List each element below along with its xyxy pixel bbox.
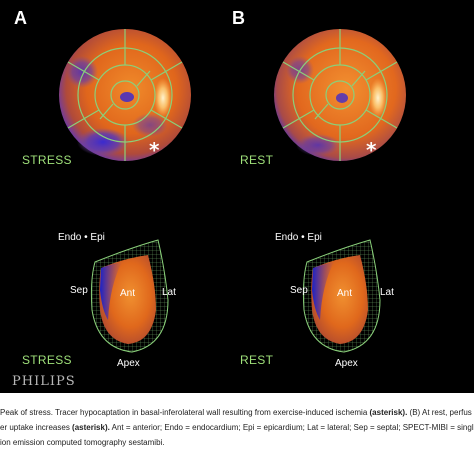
stress-asterisk: *: [149, 138, 160, 162]
caption-line-2: er uptake increases (asterisk). Ant = an…: [0, 420, 474, 435]
caption-line-3: ion emission computed tomography sestami…: [0, 438, 165, 447]
stress-endo-epi-label: Endo • Epi: [58, 232, 105, 243]
caption-line-1: Peak of stress. Tracer hypocaptation in …: [0, 405, 474, 420]
caption-line-1-bold: (asterisk).: [369, 408, 408, 417]
stress-ventricle: [90, 239, 169, 353]
rest-apex-label: Apex: [335, 358, 358, 369]
rest-sep-label: Sep: [290, 285, 308, 296]
bullseye-maps: [59, 29, 406, 161]
stress-map-label: STRESS: [22, 153, 72, 167]
ventricle-meshes: [90, 239, 381, 353]
rest-mesh-label: REST: [240, 353, 274, 367]
caption-line-2-bold: (asterisk).: [72, 423, 110, 432]
panel-b-letter: B: [232, 8, 245, 28]
vendor-logo: PHILIPS: [12, 374, 76, 389]
stress-segment-grid: [67, 29, 183, 161]
stress-mesh-label: STRESS: [22, 353, 72, 367]
caption-line-1-text-b: (B) At rest, perfus: [407, 408, 472, 417]
rest-endo-epi-label: Endo • Epi: [275, 232, 322, 243]
rest-map-label: REST: [240, 153, 274, 167]
figure-caption: Peak of stress. Tracer hypocaptation in …: [0, 405, 474, 474]
caption-line-1-text-a: Peak of stress. Tracer hypocaptation in …: [0, 408, 370, 417]
stress-bullseye: [59, 29, 191, 161]
rest-bullseye: [274, 29, 406, 161]
rest-lat-label: Lat: [380, 287, 394, 298]
caption-line-2-text-a: er uptake increases: [0, 423, 73, 432]
stress-sep-label: Sep: [70, 285, 88, 296]
stress-apex-label: Apex: [117, 358, 140, 369]
rest-ventricle: [302, 239, 381, 353]
spect-figure: A B: [0, 0, 474, 393]
caption-line-2-text-b: Ant = anterior; Endo = endocardium; Epi …: [109, 423, 474, 432]
rest-asterisk: *: [366, 138, 377, 162]
stress-ant-label: Ant: [120, 288, 136, 299]
rest-segment-grid: [282, 29, 398, 161]
panel-a-letter: A: [14, 8, 27, 28]
rest-ant-label: Ant: [337, 288, 353, 299]
stress-lat-label: Lat: [162, 287, 176, 298]
